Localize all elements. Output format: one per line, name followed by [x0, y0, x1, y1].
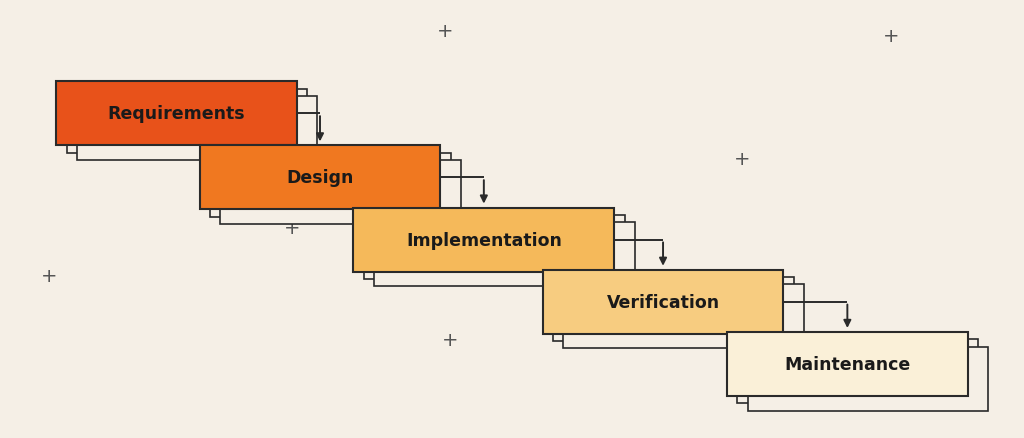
Bar: [563, 285, 804, 349]
Text: Design: Design: [287, 169, 353, 187]
Text: +: +: [41, 266, 57, 285]
Bar: [200, 146, 440, 210]
Text: Verification: Verification: [606, 293, 720, 311]
Bar: [727, 332, 968, 396]
Bar: [748, 347, 988, 411]
Bar: [374, 223, 635, 286]
Bar: [364, 215, 625, 279]
Text: +: +: [437, 21, 454, 40]
Bar: [220, 161, 461, 224]
Bar: [77, 97, 317, 161]
Text: +: +: [284, 219, 300, 237]
Bar: [353, 208, 614, 272]
Text: Requirements: Requirements: [108, 105, 246, 123]
Text: +: +: [883, 27, 899, 46]
Bar: [67, 89, 307, 153]
Text: +: +: [442, 330, 459, 349]
Bar: [553, 277, 794, 341]
Bar: [210, 153, 451, 217]
Bar: [737, 339, 978, 403]
Bar: [543, 270, 783, 334]
Bar: [56, 82, 297, 146]
Text: Implementation: Implementation: [406, 231, 562, 249]
Text: Maintenance: Maintenance: [784, 355, 910, 373]
Text: +: +: [734, 149, 751, 168]
